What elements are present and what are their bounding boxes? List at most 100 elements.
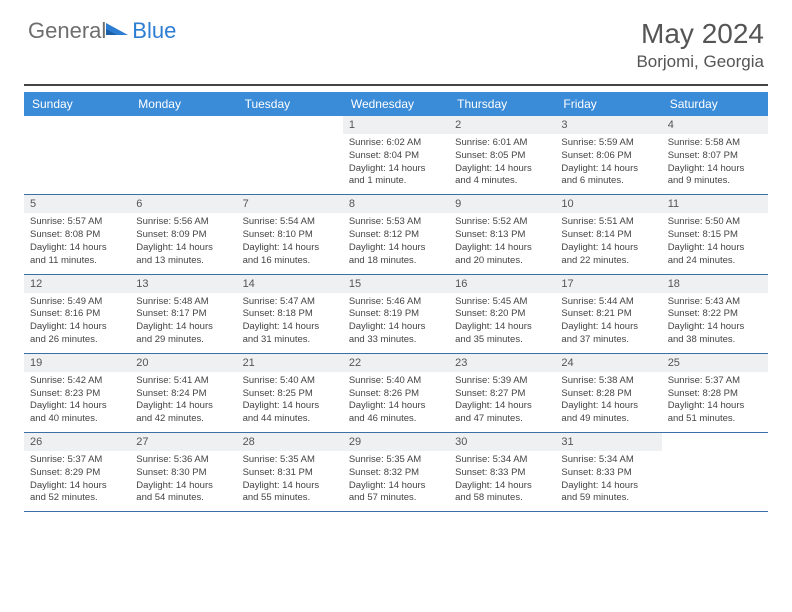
- day-body: Sunrise: 5:43 AMSunset: 8:22 PMDaylight:…: [662, 293, 768, 353]
- calendar-day-cell: [130, 116, 236, 195]
- daylight-text: Daylight: 14 hours and 54 minutes.: [136, 480, 230, 506]
- daylight-text: Daylight: 14 hours and 24 minutes.: [668, 242, 762, 268]
- weekday-header: Tuesday: [237, 92, 343, 116]
- calendar-day-cell: 19Sunrise: 5:42 AMSunset: 8:23 PMDayligh…: [24, 353, 130, 432]
- weekday-header: Wednesday: [343, 92, 449, 116]
- day-body: Sunrise: 5:48 AMSunset: 8:17 PMDaylight:…: [130, 293, 236, 353]
- daylight-text: Daylight: 14 hours and 52 minutes.: [30, 480, 124, 506]
- weekday-header: Thursday: [449, 92, 555, 116]
- sunset-text: Sunset: 8:29 PM: [30, 467, 124, 480]
- day-number: 22: [343, 354, 449, 372]
- sunset-text: Sunset: 8:19 PM: [349, 308, 443, 321]
- day-body: Sunrise: 5:46 AMSunset: 8:19 PMDaylight:…: [343, 293, 449, 353]
- daylight-text: Daylight: 14 hours and 18 minutes.: [349, 242, 443, 268]
- calendar-day-cell: 1Sunrise: 6:02 AMSunset: 8:04 PMDaylight…: [343, 116, 449, 195]
- day-number: 23: [449, 354, 555, 372]
- day-number: [662, 433, 768, 451]
- daylight-text: Daylight: 14 hours and 59 minutes.: [561, 480, 655, 506]
- day-body: Sunrise: 5:54 AMSunset: 8:10 PMDaylight:…: [237, 213, 343, 273]
- day-number: 14: [237, 275, 343, 293]
- daylight-text: Daylight: 14 hours and 16 minutes.: [243, 242, 337, 268]
- location-label: Borjomi, Georgia: [636, 52, 764, 72]
- daylight-text: Daylight: 14 hours and 51 minutes.: [668, 400, 762, 426]
- sunrise-text: Sunrise: 6:01 AM: [455, 137, 549, 150]
- calendar-day-cell: [662, 433, 768, 512]
- daylight-text: Daylight: 14 hours and 44 minutes.: [243, 400, 337, 426]
- calendar-thead: Sunday Monday Tuesday Wednesday Thursday…: [24, 92, 768, 116]
- daylight-text: Daylight: 14 hours and 58 minutes.: [455, 480, 549, 506]
- calendar-week-row: 1Sunrise: 6:02 AMSunset: 8:04 PMDaylight…: [24, 116, 768, 195]
- day-number: 2: [449, 116, 555, 134]
- day-number: 29: [343, 433, 449, 451]
- daylight-text: Daylight: 14 hours and 1 minute.: [349, 163, 443, 189]
- day-number: 12: [24, 275, 130, 293]
- day-body: Sunrise: 5:41 AMSunset: 8:24 PMDaylight:…: [130, 372, 236, 432]
- sunrise-text: Sunrise: 5:46 AM: [349, 296, 443, 309]
- daylight-text: Daylight: 14 hours and 4 minutes.: [455, 163, 549, 189]
- header-divider: [24, 84, 768, 86]
- day-body: Sunrise: 5:34 AMSunset: 8:33 PMDaylight:…: [555, 451, 661, 511]
- sunrise-text: Sunrise: 5:39 AM: [455, 375, 549, 388]
- daylight-text: Daylight: 14 hours and 29 minutes.: [136, 321, 230, 347]
- daylight-text: Daylight: 14 hours and 46 minutes.: [349, 400, 443, 426]
- day-body: Sunrise: 5:50 AMSunset: 8:15 PMDaylight:…: [662, 213, 768, 273]
- calendar-day-cell: 13Sunrise: 5:48 AMSunset: 8:17 PMDayligh…: [130, 274, 236, 353]
- sunset-text: Sunset: 8:31 PM: [243, 467, 337, 480]
- sunrise-text: Sunrise: 5:35 AM: [349, 454, 443, 467]
- calendar-day-cell: 4Sunrise: 5:58 AMSunset: 8:07 PMDaylight…: [662, 116, 768, 195]
- day-body: Sunrise: 5:44 AMSunset: 8:21 PMDaylight:…: [555, 293, 661, 353]
- day-body: [24, 134, 130, 190]
- day-body: [130, 134, 236, 190]
- day-number: 11: [662, 195, 768, 213]
- weekday-header: Sunday: [24, 92, 130, 116]
- sunset-text: Sunset: 8:04 PM: [349, 150, 443, 163]
- sunrise-text: Sunrise: 5:34 AM: [455, 454, 549, 467]
- day-number: 18: [662, 275, 768, 293]
- sunrise-text: Sunrise: 5:35 AM: [243, 454, 337, 467]
- calendar-day-cell: [24, 116, 130, 195]
- sunset-text: Sunset: 8:24 PM: [136, 388, 230, 401]
- day-body: Sunrise: 5:35 AMSunset: 8:31 PMDaylight:…: [237, 451, 343, 511]
- sunrise-text: Sunrise: 5:36 AM: [136, 454, 230, 467]
- calendar-day-cell: 7Sunrise: 5:54 AMSunset: 8:10 PMDaylight…: [237, 195, 343, 274]
- calendar-day-cell: 15Sunrise: 5:46 AMSunset: 8:19 PMDayligh…: [343, 274, 449, 353]
- day-number: 10: [555, 195, 661, 213]
- calendar-day-cell: 2Sunrise: 6:01 AMSunset: 8:05 PMDaylight…: [449, 116, 555, 195]
- weekday-header: Saturday: [662, 92, 768, 116]
- day-body: Sunrise: 5:42 AMSunset: 8:23 PMDaylight:…: [24, 372, 130, 432]
- daylight-text: Daylight: 14 hours and 13 minutes.: [136, 242, 230, 268]
- day-number: 5: [24, 195, 130, 213]
- sunrise-text: Sunrise: 6:02 AM: [349, 137, 443, 150]
- logo-text-general: General: [28, 18, 106, 44]
- calendar-day-cell: 31Sunrise: 5:34 AMSunset: 8:33 PMDayligh…: [555, 433, 661, 512]
- calendar-day-cell: 25Sunrise: 5:37 AMSunset: 8:28 PMDayligh…: [662, 353, 768, 432]
- calendar-day-cell: 18Sunrise: 5:43 AMSunset: 8:22 PMDayligh…: [662, 274, 768, 353]
- day-body: Sunrise: 5:36 AMSunset: 8:30 PMDaylight:…: [130, 451, 236, 511]
- sunset-text: Sunset: 8:27 PM: [455, 388, 549, 401]
- weekday-row: Sunday Monday Tuesday Wednesday Thursday…: [24, 92, 768, 116]
- sunrise-text: Sunrise: 5:43 AM: [668, 296, 762, 309]
- daylight-text: Daylight: 14 hours and 37 minutes.: [561, 321, 655, 347]
- sunrise-text: Sunrise: 5:50 AM: [668, 216, 762, 229]
- daylight-text: Daylight: 14 hours and 26 minutes.: [30, 321, 124, 347]
- day-number: 26: [24, 433, 130, 451]
- day-number: 9: [449, 195, 555, 213]
- sunset-text: Sunset: 8:28 PM: [668, 388, 762, 401]
- calendar-week-row: 12Sunrise: 5:49 AMSunset: 8:16 PMDayligh…: [24, 274, 768, 353]
- calendar-day-cell: 12Sunrise: 5:49 AMSunset: 8:16 PMDayligh…: [24, 274, 130, 353]
- day-body: Sunrise: 6:01 AMSunset: 8:05 PMDaylight:…: [449, 134, 555, 194]
- calendar-day-cell: 8Sunrise: 5:53 AMSunset: 8:12 PMDaylight…: [343, 195, 449, 274]
- logo-flag-icon: [106, 21, 128, 42]
- day-number: 6: [130, 195, 236, 213]
- sunrise-text: Sunrise: 5:38 AM: [561, 375, 655, 388]
- calendar-day-cell: 10Sunrise: 5:51 AMSunset: 8:14 PMDayligh…: [555, 195, 661, 274]
- sunrise-text: Sunrise: 5:47 AM: [243, 296, 337, 309]
- calendar-day-cell: 20Sunrise: 5:41 AMSunset: 8:24 PMDayligh…: [130, 353, 236, 432]
- day-number: 28: [237, 433, 343, 451]
- daylight-text: Daylight: 14 hours and 6 minutes.: [561, 163, 655, 189]
- calendar-day-cell: 24Sunrise: 5:38 AMSunset: 8:28 PMDayligh…: [555, 353, 661, 432]
- sunset-text: Sunset: 8:33 PM: [561, 467, 655, 480]
- calendar-day-cell: 29Sunrise: 5:35 AMSunset: 8:32 PMDayligh…: [343, 433, 449, 512]
- daylight-text: Daylight: 14 hours and 22 minutes.: [561, 242, 655, 268]
- sunrise-text: Sunrise: 5:37 AM: [668, 375, 762, 388]
